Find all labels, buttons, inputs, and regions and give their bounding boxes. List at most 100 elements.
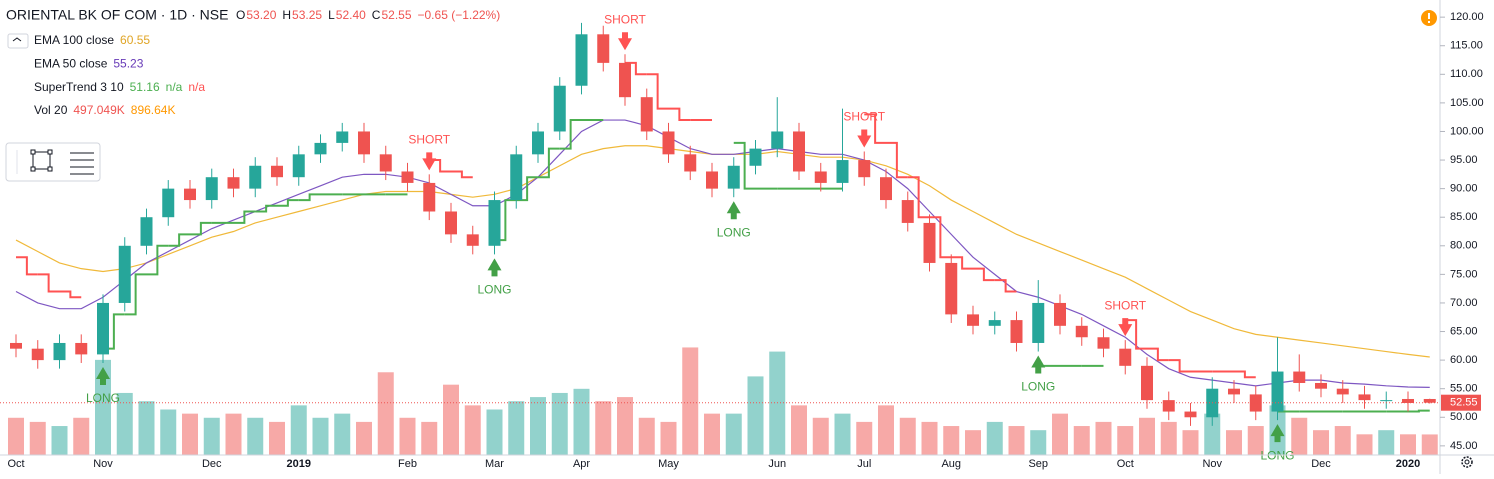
- long-label: LONG: [1021, 380, 1055, 394]
- candle-body: [1010, 320, 1023, 343]
- volume-bar: [443, 384, 459, 455]
- last-price-label: 52.55: [1450, 397, 1478, 409]
- supertrend-segment: [59, 290, 82, 299]
- volume-bar: [965, 430, 981, 455]
- ohlc-value: 52.40: [336, 8, 366, 22]
- candle-body: [967, 314, 979, 326]
- y-tick-label: 75.00: [1450, 268, 1478, 280]
- volume-bar: [704, 413, 720, 455]
- volume-bar: [421, 421, 438, 455]
- candle-body: [619, 62, 631, 98]
- candle-body: [358, 131, 370, 155]
- volume-bar: [1030, 430, 1047, 455]
- y-tick-label: 45.00: [1450, 440, 1478, 452]
- volume-bar: [551, 392, 568, 455]
- candle-body: [532, 131, 544, 155]
- candle-body: [923, 222, 936, 263]
- y-tick-label: 80.00: [1450, 240, 1478, 252]
- ohlc-key: L: [328, 8, 335, 22]
- volume-bar: [73, 417, 90, 455]
- candle-body: [945, 262, 958, 315]
- legend-name: EMA 50 close: [34, 56, 108, 70]
- candle-body: [836, 160, 849, 183]
- symbol-title: ORIENTAL BK OF COM · 1D · NSE: [6, 7, 228, 23]
- volume-bar: [986, 421, 1003, 455]
- rectangle-tool[interactable]: [30, 149, 53, 172]
- candle-body: [1097, 337, 1110, 349]
- legend-value: 55.23: [113, 56, 143, 70]
- volume-bar: [1378, 430, 1395, 455]
- candle-body: [1032, 302, 1045, 343]
- settings-gear[interactable]: [1461, 456, 1473, 468]
- candle-body: [575, 34, 588, 86]
- candle-body: [510, 154, 523, 201]
- volume-bar: [1204, 413, 1221, 455]
- y-tick-label: 85.00: [1450, 211, 1478, 223]
- volume-bar: [747, 376, 764, 455]
- x-tick-label: May: [658, 458, 679, 470]
- long-arrow: [1270, 424, 1285, 443]
- x-tick-label: Jul: [857, 458, 871, 470]
- ohlc-key: O: [236, 8, 245, 22]
- change-value: −0.65 (−1.22%): [418, 8, 501, 22]
- candle-body: [271, 165, 283, 178]
- volume-bar: [899, 417, 916, 455]
- legend-value: 497.049K: [73, 103, 124, 117]
- candle-body: [793, 131, 805, 172]
- supertrend-segment: [559, 119, 582, 150]
- candle-body: [1228, 388, 1240, 395]
- volume-bar: [1095, 421, 1112, 455]
- volume-bar: [1052, 413, 1068, 455]
- volume-bar: [573, 388, 590, 455]
- volume-bar: [638, 417, 655, 455]
- candle-body: [706, 171, 718, 189]
- y-tick-label: 120.00: [1450, 11, 1484, 23]
- volume-bar: [51, 426, 68, 455]
- supertrend-segment: [1234, 370, 1256, 379]
- short-label: SHORT: [604, 12, 646, 26]
- supertrend-segment: [1147, 347, 1169, 362]
- ohlc-key: C: [372, 8, 381, 22]
- candle-body: [1119, 348, 1132, 366]
- supertrend-segment: [1408, 409, 1430, 413]
- y-tick-label: 100.00: [1450, 125, 1484, 137]
- candle-body: [727, 165, 740, 189]
- x-tick-label: Sep: [1028, 458, 1048, 470]
- supertrend-segment: [277, 199, 299, 207]
- volume-bar: [95, 359, 111, 455]
- alert-icon[interactable]: [1421, 10, 1437, 26]
- long-label: LONG: [717, 225, 751, 239]
- volume-bar: [812, 417, 829, 455]
- eye-toggle[interactable]: [7, 33, 29, 49]
- supertrend-segment: [190, 221, 212, 236]
- candle-body: [1358, 394, 1371, 401]
- volume-bar: [508, 401, 525, 455]
- volume-bar: [856, 421, 873, 455]
- ohlc-key: H: [282, 8, 291, 22]
- lines-tool[interactable]: [70, 152, 94, 175]
- ohlc-value: 53.25: [292, 8, 322, 22]
- candle-body: [379, 154, 392, 172]
- candle-body: [31, 348, 44, 361]
- legend-value: 51.16: [130, 80, 160, 94]
- volume-bar: [1226, 430, 1242, 455]
- volume-bar: [8, 417, 24, 455]
- legend-value: 896.64K: [131, 103, 176, 117]
- x-tick-label: 2019: [287, 458, 311, 470]
- x-tick-label: Mar: [485, 458, 504, 470]
- candle-body: [640, 97, 653, 132]
- short-arrow: [618, 32, 632, 51]
- volume-bar: [269, 421, 285, 455]
- candle-body: [597, 34, 610, 63]
- candle-body: [858, 160, 871, 178]
- volume-bar: [1291, 417, 1308, 455]
- volume-bar: [29, 421, 46, 455]
- candle-body: [466, 234, 479, 246]
- volume-bar: [247, 417, 264, 455]
- candle-body: [1141, 365, 1153, 401]
- candle-body: [814, 171, 827, 183]
- candle-body: [1315, 382, 1327, 389]
- candle-body: [10, 342, 22, 349]
- volume-bar: [464, 405, 481, 455]
- candle-body: [988, 320, 1001, 326]
